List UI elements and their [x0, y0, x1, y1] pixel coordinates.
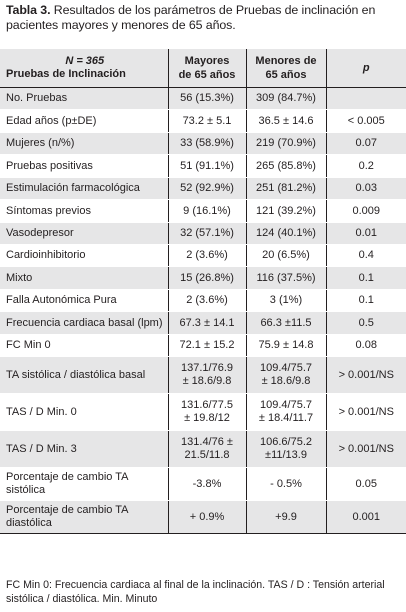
row-label: No. Pruebas [0, 87, 169, 110]
row-younger: 309 (84.7%) [246, 87, 327, 110]
row-older: 2 (3.6%) [168, 289, 247, 312]
row-p: > 0.001/NS [326, 430, 406, 468]
row-older: -3.8% [168, 467, 247, 501]
row-younger: 66.3 ±11.5 [246, 311, 327, 335]
row-younger: +9.9 [246, 500, 327, 534]
row-younger: 265 (85.8%) [246, 154, 327, 178]
row-younger: 109.4/75.7 ± 18.6/9.8 [246, 356, 327, 394]
row-younger: 121 (39.2%) [246, 199, 327, 223]
table-row: Frecuencia cardiaca basal (lpm) 67.3 ± 14… [0, 311, 406, 335]
table-row: Estimulación farmacológica 52 (92.9%) 251 … [0, 177, 406, 200]
table-row: Porcentaje de cambio TA diastólica + 0.9%… [0, 500, 406, 534]
table-row: Vasodepresor 32 (57.1%) 124 (40.1%) 0.01 [0, 222, 406, 245]
row-younger: 106.6/75.2 ±11/13.9 [246, 430, 327, 468]
row-younger: 20 (6.5%) [246, 244, 327, 267]
header-n: N = 365 [65, 55, 105, 67]
row-younger: - 0.5% [246, 467, 327, 501]
row-p [326, 87, 406, 110]
row-p: 0.1 [326, 266, 406, 290]
row-label: Cardioinhibitorio [0, 244, 169, 267]
row-younger: 251 (81.2%) [246, 177, 327, 200]
table-row: TA sistólica / diastólica basal 137.1/76.… [0, 356, 406, 394]
row-label: Porcentaje de cambio TA diastólica [0, 500, 169, 534]
row-label: Estimulación farmacológica [0, 177, 169, 200]
table-row: Cardioinhibitorio 2 (3.6%) 20 (6.5%) 0.4 [0, 244, 406, 267]
row-p: 0.009 [326, 199, 406, 223]
row-label: Mujeres (n/%) [0, 132, 169, 155]
row-p: 0.2 [326, 154, 406, 178]
row-older: 52 (92.9%) [168, 177, 247, 200]
row-p: 0.03 [326, 177, 406, 200]
table-row: Mujeres (n/%) 33 (58.9%) 219 (70.9%) 0.07 [0, 132, 406, 155]
row-younger: 36.5 ± 14.6 [246, 109, 327, 133]
row-younger: 109.4/75.7 ± 18.4/11.7 [246, 393, 327, 431]
caption-label: Tabla 3. [6, 3, 51, 17]
row-p: 0.08 [326, 334, 406, 357]
table-row: FC Min 0 72.1 ± 15.2 75.9 ± 14.8 0.08 [0, 334, 406, 357]
table-row: No. Pruebas 56 (15.3%) 309 (84.7%) [0, 87, 406, 110]
row-label: TAS / D Min. 0 [0, 393, 169, 431]
row-older: 72.1 ± 15.2 [168, 334, 247, 357]
row-p: < 0.005 [326, 109, 406, 133]
row-older: 131.6/77.5 ± 19.8/12 [168, 393, 247, 431]
row-younger: 3 (1%) [246, 289, 327, 312]
header-younger: Menores de 65 años [246, 49, 327, 88]
header-label: Pruebas de Inclinación [6, 68, 126, 80]
row-p: 0.05 [326, 467, 406, 501]
row-p: 0.001 [326, 500, 406, 534]
row-label: TAS / D Min. 3 [0, 430, 169, 468]
row-label: Vasodepresor [0, 222, 169, 245]
row-older: 73.2 ± 5.1 [168, 109, 247, 133]
row-p: 0.1 [326, 289, 406, 312]
table-row: TAS / D Min. 0 131.6/77.5 ± 19.8/12 109.4/… [0, 393, 406, 431]
table-row: Falla Autonómica Pura 2 (3.6%) 3 (1%) 0.1 [0, 289, 406, 312]
header-older: Mayores de 65 años [168, 49, 247, 88]
row-older: 137.1/76.9 ± 18.6/9.8 [168, 356, 247, 394]
table-row: Mixto 15 (26.8%) 116 (37.5%) 0.1 [0, 266, 406, 290]
row-label: Mixto [0, 266, 169, 290]
row-p: 0.01 [326, 222, 406, 245]
row-p: > 0.001/NS [326, 356, 406, 394]
header-p: p [326, 49, 406, 88]
row-label: Frecuencia cardiaca basal (lpm) [0, 311, 169, 335]
row-p: > 0.001/NS [326, 393, 406, 431]
table-row: Síntomas previos 9 (16.1%) 121 (39.2%) 0.00… [0, 199, 406, 223]
caption-text: Resultados de los parámetros de Pruebas … [6, 3, 376, 32]
results-table: N = 365 Pruebas de Inclinación Mayores d… [0, 49, 406, 534]
row-older: 15 (26.8%) [168, 266, 247, 290]
row-older: 51 (91.1%) [168, 154, 247, 178]
header-label-cell: N = 365 Pruebas de Inclinación [0, 49, 169, 88]
row-label: Edad años (p±DE) [0, 109, 169, 133]
row-p: 0.07 [326, 132, 406, 155]
table-row: Pruebas positivas 51 (91.1%) 265 (85.8%) 0.… [0, 154, 406, 178]
row-label: Porcentaje de cambio TA sistólica [0, 467, 169, 501]
row-label: Falla Autonómica Pura [0, 289, 169, 312]
table-caption: Tabla 3. Resultados de los parámetros de… [6, 3, 402, 33]
row-younger: 219 (70.9%) [246, 132, 327, 155]
table-footnote: FC Min 0: Frecuencia cardiaca al final d… [6, 579, 385, 605]
table-header-row: N = 365 Pruebas de Inclinación Mayores d… [0, 49, 406, 88]
row-label: FC Min 0 [0, 334, 169, 357]
row-older: + 0.9% [168, 500, 247, 534]
row-label: TA sistólica / diastólica basal [0, 356, 169, 394]
row-older: 67.3 ± 14.1 [168, 311, 247, 335]
row-older: 9 (16.1%) [168, 199, 247, 223]
row-younger: 124 (40.1%) [246, 222, 327, 245]
table-row: Edad años (p±DE) 73.2 ± 5.1 36.5 ± 14.6 < 0… [0, 109, 406, 133]
row-younger: 116 (37.5%) [246, 266, 327, 290]
row-p: 0.4 [326, 244, 406, 267]
row-older: 33 (58.9%) [168, 132, 247, 155]
row-p: 0.5 [326, 311, 406, 335]
row-older: 131.4/76 ± 21.5/11.8 [168, 430, 247, 468]
row-label: Pruebas positivas [0, 154, 169, 178]
row-older: 56 (15.3%) [168, 87, 247, 110]
table-row: TAS / D Min. 3 131.4/76 ± 21.5/11.8 106.6/… [0, 430, 406, 468]
row-label: Síntomas previos [0, 199, 169, 223]
row-younger: 75.9 ± 14.8 [246, 334, 327, 357]
row-older: 2 (3.6%) [168, 244, 247, 267]
table-row: Porcentaje de cambio TA sistólica -3.8% - … [0, 467, 406, 501]
row-older: 32 (57.1%) [168, 222, 247, 245]
